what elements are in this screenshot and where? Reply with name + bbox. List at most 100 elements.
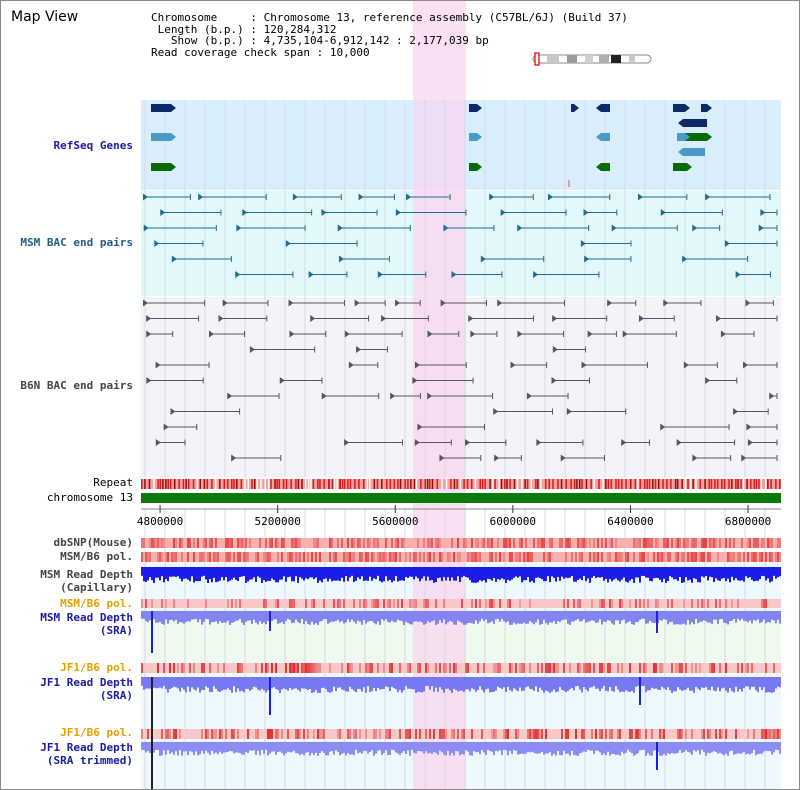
bac-end-pair[interactable]	[414, 439, 452, 446]
refseq-gene[interactable]	[151, 104, 176, 112]
bac-end-pair[interactable]	[440, 299, 488, 307]
bac-end-pair[interactable]	[547, 193, 611, 201]
bac-end-pair[interactable]	[427, 330, 460, 338]
refseq-gene[interactable]	[673, 163, 692, 171]
bac-end-pair[interactable]	[395, 299, 421, 307]
bac-end-pair[interactable]	[439, 454, 482, 462]
b6n-bac-pairs[interactable]	[143, 299, 778, 462]
bac-end-pair[interactable]	[348, 361, 379, 369]
bac-end-pair[interactable]	[682, 255, 749, 263]
bac-end-pair[interactable]	[160, 209, 222, 216]
bac-end-pair[interactable]	[310, 315, 370, 322]
refseq-gene[interactable]	[469, 104, 482, 112]
refseq-genes-label[interactable]: RefSeq Genes	[53, 139, 133, 152]
bac-end-pair[interactable]	[344, 330, 403, 338]
refseq-gene[interactable]	[151, 133, 176, 141]
bac-end-pair[interactable]	[470, 330, 498, 338]
bac-end-pair[interactable]	[288, 299, 345, 307]
bac-end-pair[interactable]	[321, 209, 378, 216]
bac-end-pair[interactable]	[733, 408, 769, 415]
bac-end-pair[interactable]	[146, 377, 204, 384]
bac-end-pair[interactable]	[143, 193, 191, 201]
refseq-gene[interactable]	[151, 163, 176, 171]
refseq-gene[interactable]	[678, 119, 707, 127]
refseq-gene[interactable]	[673, 104, 690, 112]
bac-end-pair[interactable]	[581, 361, 648, 369]
bac-end-pair[interactable]	[381, 315, 429, 322]
bac-end-pair[interactable]	[526, 392, 569, 400]
bac-end-pair[interactable]	[760, 209, 778, 216]
refseq-gene[interactable]	[469, 163, 482, 171]
bac-end-pair[interactable]	[676, 439, 736, 446]
refseq-gene[interactable]	[596, 133, 610, 141]
bac-end-pair[interactable]	[285, 240, 358, 247]
refseq-gene[interactable]	[571, 104, 579, 112]
bac-end-pair[interactable]	[638, 315, 675, 322]
bac-end-pair[interactable]	[358, 193, 395, 201]
bac-end-pair[interactable]	[480, 255, 545, 263]
bac-end-pair[interactable]	[692, 454, 732, 462]
refseq-gene[interactable]	[685, 133, 712, 141]
bac-end-pair[interactable]	[769, 392, 778, 400]
bac-end-pair[interactable]	[500, 209, 567, 216]
bac-end-pair[interactable]	[720, 330, 755, 338]
bac-end-pair[interactable]	[683, 361, 718, 369]
bac-end-pair[interactable]	[584, 255, 632, 263]
bac-end-pair[interactable]	[552, 315, 608, 322]
bac-end-pair[interactable]	[338, 255, 390, 263]
bac-end-pair[interactable]	[705, 193, 771, 201]
bac-end-pair[interactable]	[536, 439, 584, 446]
bac-end-pair[interactable]	[198, 193, 267, 201]
bac-end-pair[interactable]	[143, 299, 206, 307]
bac-end-pair[interactable]	[622, 330, 677, 338]
bac-end-pair[interactable]	[321, 392, 380, 400]
bac-end-pair[interactable]	[412, 377, 474, 384]
bac-end-pair[interactable]	[443, 224, 495, 232]
refseq-gene[interactable]	[596, 104, 610, 112]
refseq-gene[interactable]	[469, 133, 482, 141]
bac-end-pair[interactable]	[735, 271, 772, 278]
bac-end-pair[interactable]	[607, 299, 637, 307]
bac-end-pair[interactable]	[218, 315, 268, 322]
refseq-gene[interactable]	[677, 133, 690, 141]
bac-end-pair[interactable]	[745, 299, 774, 307]
bac-end-pair[interactable]	[414, 361, 467, 369]
bac-end-pair[interactable]	[551, 377, 591, 384]
bac-end-pair[interactable]	[494, 454, 522, 462]
bac-end-pair[interactable]	[741, 454, 778, 462]
bac-end-pair[interactable]	[517, 330, 565, 338]
bac-end-pair[interactable]	[231, 454, 282, 462]
bac-end-pair[interactable]	[743, 361, 778, 369]
bac-end-pair[interactable]	[163, 423, 198, 431]
bac-end-pair[interactable]	[517, 224, 590, 232]
bac-end-pair[interactable]	[583, 209, 618, 216]
bac-end-pair[interactable]	[637, 193, 688, 201]
refseq-gene[interactable]	[678, 148, 705, 156]
bac-end-pair[interactable]	[724, 240, 778, 247]
bac-end-pair[interactable]	[154, 240, 204, 247]
bac-end-pair[interactable]	[354, 299, 386, 307]
bac-end-pair[interactable]	[222, 299, 269, 307]
bac-end-pair[interactable]	[468, 315, 534, 322]
bac-end-pair[interactable]	[146, 330, 174, 338]
bac-end-pair[interactable]	[705, 377, 738, 384]
bac-end-pair[interactable]	[235, 271, 294, 278]
bac-end-pair[interactable]	[279, 377, 323, 384]
bac-end-pair[interactable]	[236, 224, 306, 232]
bac-end-pair[interactable]	[289, 330, 327, 338]
chromosome-ideogram[interactable]	[532, 52, 652, 66]
bac-end-pair[interactable]	[465, 439, 507, 446]
msm-bac-pairs[interactable]	[143, 193, 778, 279]
bac-end-pair[interactable]	[292, 193, 342, 201]
bac-end-pair[interactable]	[510, 361, 548, 369]
bac-end-pair[interactable]	[552, 346, 587, 353]
bac-end-pair[interactable]	[143, 224, 217, 232]
bac-end-pair[interactable]	[146, 315, 200, 322]
bac-end-pair[interactable]	[406, 193, 451, 201]
bac-end-pair[interactable]	[390, 392, 421, 400]
bac-end-pair[interactable]	[395, 209, 467, 216]
bac-end-pair[interactable]	[533, 271, 600, 278]
bac-end-pair[interactable]	[493, 408, 554, 415]
bac-end-pair[interactable]	[611, 224, 678, 232]
bac-end-pair[interactable]	[716, 315, 778, 322]
